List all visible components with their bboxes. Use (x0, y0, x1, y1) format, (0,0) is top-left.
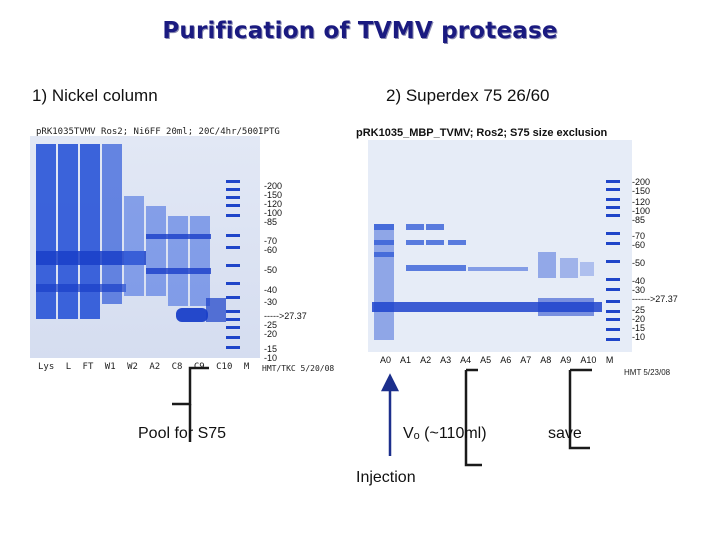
injection-arrow-head (380, 373, 400, 392)
gel2-marker: -15 (632, 323, 646, 333)
gel2-lane-label: A7 (520, 355, 532, 365)
gel1-lane-label: A2 (149, 362, 161, 372)
gel1-marker: -150 (264, 190, 283, 200)
gel1-marker-target: ----->27.37 (264, 311, 307, 321)
gel2-marker: -200 (632, 177, 651, 187)
vo-annotation: Vₒ (~110ml) (403, 425, 487, 442)
gel1-lane-label: M (243, 362, 250, 372)
gel2-header: pRK1035_MBP_TVMV; Ros2; S75 size exclusi… (356, 127, 608, 139)
gel2-band-target-heavy (538, 298, 594, 316)
gel2-band-target (372, 302, 602, 312)
gel1-lane-label: C10 (216, 362, 233, 372)
gel1-lane-label: W2 (127, 362, 138, 372)
gel1-marker: -50 (264, 265, 278, 275)
gel2-marker: -30 (632, 285, 646, 295)
gel1-lane-label: FT (82, 362, 94, 372)
gel1-marker: -10 (264, 353, 278, 363)
gel1-lane-label: W1 (104, 362, 116, 372)
gel1-lane-label: C8 (171, 362, 183, 372)
gel2-lane-label: A4 (460, 355, 472, 365)
gel1-band-mid (146, 234, 211, 239)
gel1-marker: -200 (264, 181, 283, 191)
gel1-band-bottom (36, 284, 126, 292)
pool-bracket (172, 366, 209, 406)
gel2-marker: -20 (632, 314, 646, 324)
gel1-lane-label: Lys (38, 362, 55, 372)
gel2-lane-label: A2 (420, 355, 432, 365)
gel1-lane-labels: Lys L FT W1 W2 A2 C8 C9 C10 M (38, 362, 249, 372)
gel2-lane-label: A1 (400, 355, 412, 365)
gel2-marker: -60 (632, 240, 646, 250)
gel2-lane-label: A10 (580, 355, 597, 365)
save-bracket (568, 370, 590, 450)
gel2-band-a0-2 (374, 240, 394, 245)
gel2-lane-a0 (374, 230, 394, 340)
section-label-nickel: 1) Nickel column (32, 86, 158, 105)
gel2-marker: -70 (632, 231, 646, 241)
save-annotation: save (548, 425, 582, 442)
gel2-upper-bands (406, 224, 594, 278)
section-label-superdex: 2) Superdex 75 26/60 (386, 86, 550, 105)
gel2-lane-label: A3 (440, 355, 452, 365)
gel2-lane-labels: A0 A1 A2 A3 A4 A5 A6 A7 A8 A9 A10 M (380, 355, 613, 365)
gel2-footer: HMT 5/23/08 (624, 368, 671, 377)
gel1-image (30, 136, 260, 358)
gel1-marker: -100 (264, 208, 283, 218)
gel1-band-product (176, 308, 208, 322)
gel1-lane-l-smear (58, 144, 78, 319)
gel1-lane-lys-smear (36, 144, 56, 319)
gel2-marker: -100 (632, 206, 651, 216)
gel2-marker: -50 (632, 258, 646, 268)
gel2-background (368, 140, 632, 352)
gel2-lane-label: A5 (480, 355, 492, 365)
gel1-lane-w2 (124, 196, 144, 296)
gel2-marker-labels: -200 -150 -120 -100 -85 -70 -60 -50 -40 … (632, 178, 678, 342)
pool-annotation: Pool for S75 (138, 425, 227, 442)
gel2-band-a0-3 (374, 252, 394, 257)
vo-bracket (464, 370, 482, 467)
gel1-marker: -120 (264, 199, 283, 209)
gel1-footer: HMT/TKC 5/20/08 (262, 364, 335, 373)
gel2-image (368, 140, 632, 352)
gel2-marker: -25 (632, 305, 646, 315)
gel2-lane-label: A6 (500, 355, 512, 365)
gel1-marker-labels: -200 -150 -120 -100 -85 -70 -60 -50 -40 … (264, 182, 307, 363)
gel1-marker: -15 (264, 344, 278, 354)
injection-annotation: Injection (356, 469, 416, 486)
gel2-marker-ladder (606, 180, 620, 341)
gel1-lane-c10 (206, 298, 226, 322)
gel2-band-a0-top (374, 224, 394, 230)
gel1-marker: -40 (264, 285, 278, 295)
gel1-marker: -70 (264, 236, 278, 246)
gel1-marker: -30 (264, 297, 278, 307)
gel1-lane-ft-smear (80, 144, 100, 319)
gel2-marker: -85 (632, 215, 646, 225)
gel1-marker: -85 (264, 217, 278, 227)
gel1-marker: -25 (264, 320, 278, 330)
gel1-band-main (146, 268, 211, 274)
gel2-marker: -120 (632, 197, 651, 207)
gel1-band-low (36, 251, 146, 265)
gel2-lane-label: A0 (380, 355, 392, 365)
gel2-lane-label: A8 (540, 355, 552, 365)
gel2-marker-target: ------>27.37 (632, 294, 678, 304)
gel1-lane-label: L (65, 362, 72, 372)
gel2-lane-label: M (605, 355, 614, 365)
gel1-marker: -60 (264, 245, 278, 255)
gel2-marker: -10 (632, 332, 646, 342)
gel1-marker: -20 (264, 329, 278, 339)
gel1-header: pRK1035TVMV Ros2; Ni6FF 20ml; 20C/4hr/50… (36, 127, 280, 137)
page-title: Purification of TVMV protease (162, 18, 558, 44)
gel2-marker: -150 (632, 186, 651, 196)
gel1-marker-ladder (226, 180, 240, 349)
gel2-marker: -40 (632, 276, 646, 286)
gel2-lane-label: A9 (560, 355, 572, 365)
